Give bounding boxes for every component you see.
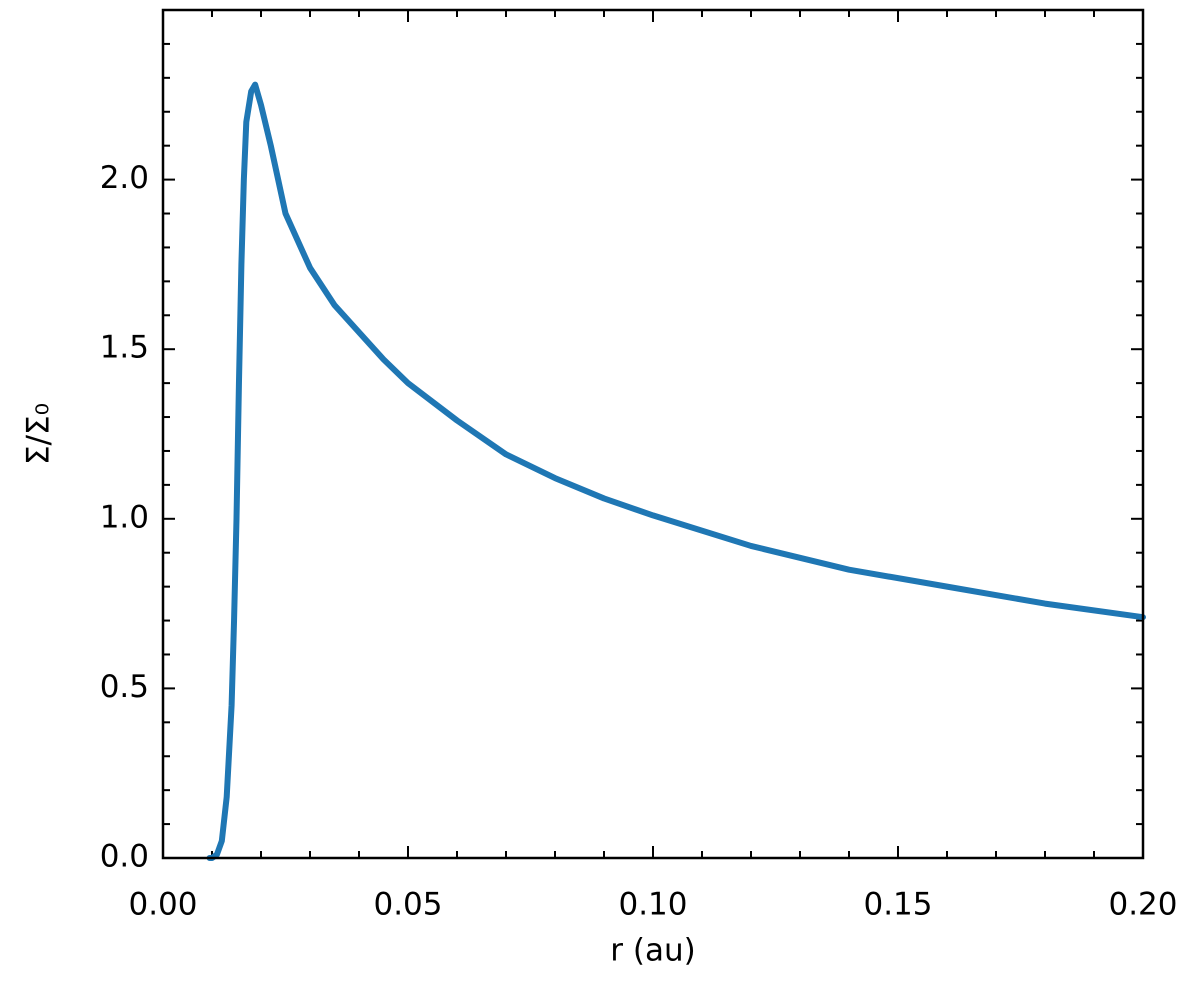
x-tick-label: 0.10 bbox=[618, 887, 687, 923]
y-tick-label: 0.0 bbox=[100, 839, 149, 875]
x-tick-label: 0.05 bbox=[373, 887, 442, 923]
plot-frame bbox=[161, 8, 1145, 860]
x-tick-label: 0.20 bbox=[1108, 887, 1177, 923]
x-tick-label: 0.15 bbox=[863, 887, 932, 923]
y-tick-label: 1.0 bbox=[100, 499, 149, 535]
y-axis-label: Σ/Σ₀ bbox=[21, 403, 57, 465]
x-tick-label: 0.00 bbox=[128, 887, 197, 923]
y-tick-label: 1.5 bbox=[100, 330, 149, 366]
x-axis-label: r (au) bbox=[610, 933, 695, 969]
y-tick-label: 0.5 bbox=[100, 669, 149, 705]
data-line bbox=[206, 81, 1146, 861]
y-tick-label: 2.0 bbox=[100, 160, 149, 196]
